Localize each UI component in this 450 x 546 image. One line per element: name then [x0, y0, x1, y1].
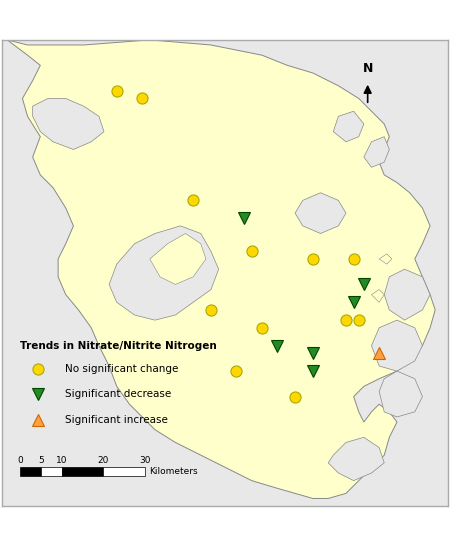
Polygon shape: [33, 98, 104, 150]
Polygon shape: [109, 226, 219, 320]
Polygon shape: [379, 254, 392, 264]
Polygon shape: [333, 111, 364, 142]
Text: 0: 0: [17, 456, 23, 465]
Text: Trends in Nitrate/Nitrite Nitrogen: Trends in Nitrate/Nitrite Nitrogen: [20, 341, 216, 351]
Polygon shape: [150, 234, 206, 284]
Text: No significant change: No significant change: [64, 364, 178, 373]
Polygon shape: [7, 40, 435, 498]
Text: 5: 5: [38, 456, 44, 465]
Text: 20: 20: [98, 456, 109, 465]
Bar: [20, 467, 40, 476]
Polygon shape: [364, 136, 389, 167]
Text: N: N: [363, 62, 373, 75]
Bar: [62, 467, 103, 476]
Text: Kilometers: Kilometers: [149, 467, 198, 476]
Polygon shape: [295, 193, 346, 234]
Text: Significant increase: Significant increase: [64, 415, 167, 425]
Polygon shape: [372, 320, 423, 371]
Bar: [103, 467, 145, 476]
Text: 30: 30: [139, 456, 150, 465]
Polygon shape: [328, 437, 384, 480]
Polygon shape: [379, 371, 423, 417]
Polygon shape: [384, 269, 430, 320]
Polygon shape: [372, 289, 384, 302]
Bar: [40, 467, 62, 476]
Text: 10: 10: [56, 456, 68, 465]
Text: Significant decrease: Significant decrease: [64, 389, 171, 399]
